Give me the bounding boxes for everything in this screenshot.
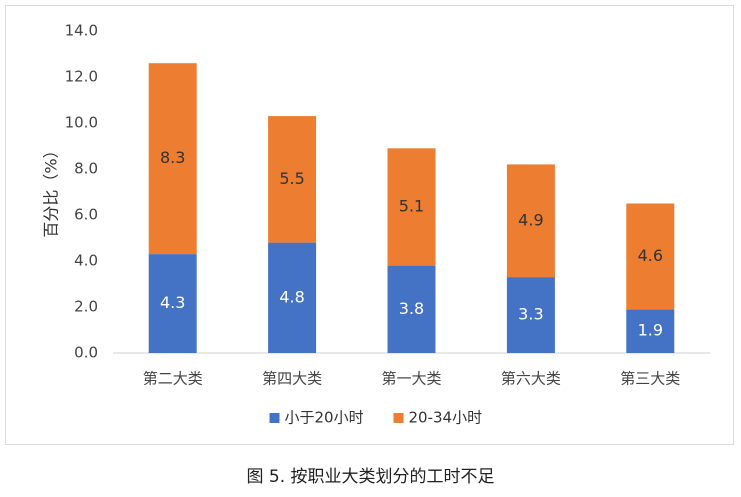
bar-segment [387,265,436,353]
bar-segment [506,277,555,353]
x-category-label: 第二大类 [143,370,203,388]
y-tick-label: 12.0 [65,68,98,86]
y-tick-label: 4.0 [74,252,98,270]
data-label: 5.1 [399,196,424,215]
legend-label: 小于20小时 [285,409,364,427]
bar-segment [268,242,317,353]
data-label: 1.9 [638,321,663,340]
chart-frame [5,5,734,445]
data-label: 4.6 [638,246,663,265]
legend-swatch [393,413,404,423]
stacked-bar-chart: 百分比（%） 0.0 2.0 4.0 6.0 8.0 10.0 12.0 14.0 4.3 8.… [42,22,710,427]
bar-segment [506,164,555,278]
data-label: 4.3 [160,293,185,312]
legend-swatch [269,413,280,423]
bars: 4.3 8.3 4.8 5.5 3.8 5.1 3.3 4.9 1.9 4.6 [148,63,675,353]
y-axis-label-text: 百分比（%） [42,142,61,237]
y-tick-label: 0.0 [74,344,98,362]
data-label: 4.8 [279,287,304,306]
bar-segment [148,63,197,255]
bar-segment [148,254,197,353]
y-axis-label: 百分比（%） [42,142,61,237]
x-category-label: 第一大类 [381,370,441,388]
y-tick-label: 8.0 [74,160,98,178]
y-tick-label: 2.0 [74,298,98,316]
bar-segment [626,203,675,310]
x-category-label: 第六大类 [501,370,561,388]
legend-label: 20-34小时 [409,409,483,427]
data-label: 3.8 [399,299,424,318]
x-axis-categories: 第二大类 第四大类 第一大类 第六大类 第三大类 [143,370,681,388]
y-tick-label: 14.0 [65,22,98,40]
legend: 小于20小时 20-34小时 [269,409,483,427]
bar-segment [268,116,317,243]
data-label: 8.3 [160,148,185,167]
x-category-label: 第三大类 [620,370,680,388]
y-axis-ticks: 0.0 2.0 4.0 6.0 8.0 10.0 12.0 14.0 [65,22,98,362]
figure-caption: 图 5. 按职业大类划分的工时不足 [246,467,495,487]
bar-segment [387,148,436,266]
data-label: 3.3 [518,305,543,324]
y-tick-label: 10.0 [65,114,98,132]
data-label: 5.5 [279,169,304,188]
y-tick-label: 6.0 [74,206,98,224]
data-label: 4.9 [518,210,543,229]
bar-segment [626,309,675,353]
x-category-label: 第四大类 [262,370,322,388]
